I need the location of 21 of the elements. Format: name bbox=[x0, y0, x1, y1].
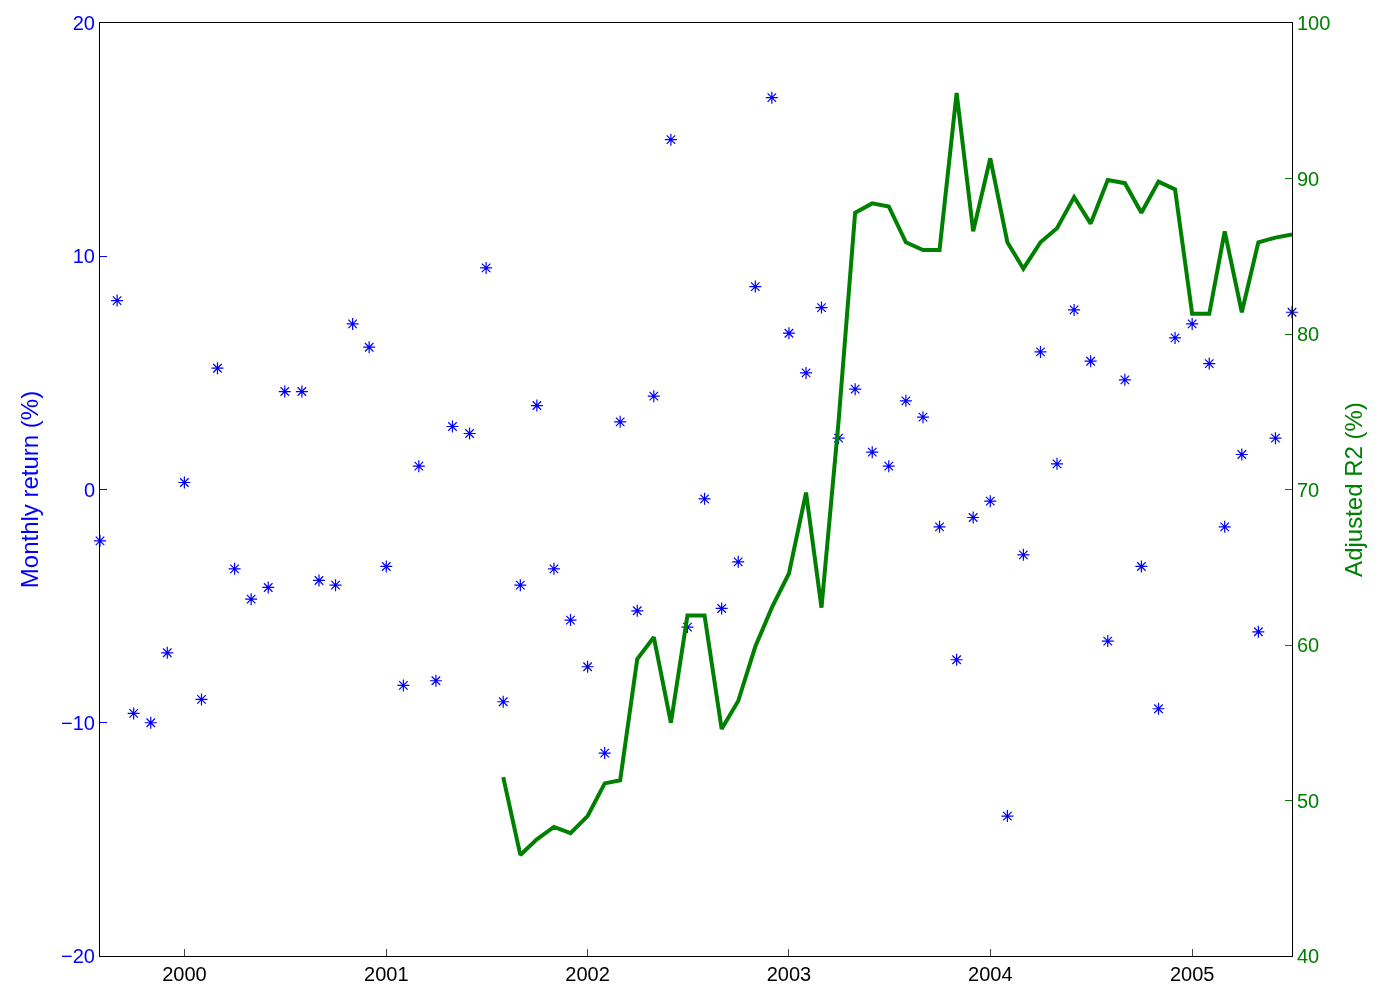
y2-tick-label: 60 bbox=[1297, 634, 1320, 656]
y2-tick-label: 50 bbox=[1297, 789, 1320, 812]
y2-tick-label: 70 bbox=[1297, 478, 1320, 501]
y-tick-label: −10 bbox=[61, 711, 95, 734]
x-tick-label: 2004 bbox=[968, 963, 1013, 985]
y2-axis-title: Adjusted R2 (%) bbox=[1339, 402, 1367, 577]
y-tick-label: 10 bbox=[72, 245, 95, 268]
y-tick-label: 0 bbox=[83, 478, 95, 501]
y-tick-label: −20 bbox=[61, 945, 95, 967]
y-axis-title: Monthly return (%) bbox=[16, 390, 44, 589]
x-tick-label: 2000 bbox=[162, 963, 207, 985]
x-tick-label: 2001 bbox=[364, 963, 409, 985]
y2-tick-label: 80 bbox=[1297, 323, 1320, 345]
y-tick-label: 20 bbox=[72, 12, 95, 34]
x-tick-label: 2002 bbox=[565, 963, 610, 985]
x-tick-label: 2003 bbox=[766, 963, 812, 985]
y2-tick-label: 40 bbox=[1297, 945, 1320, 967]
line-series bbox=[501, 90, 1292, 857]
x-tick-label: 2005 bbox=[1169, 963, 1215, 985]
y2-tick-label: 90 bbox=[1297, 167, 1320, 190]
y2-tick-label: 100 bbox=[1297, 12, 1331, 34]
